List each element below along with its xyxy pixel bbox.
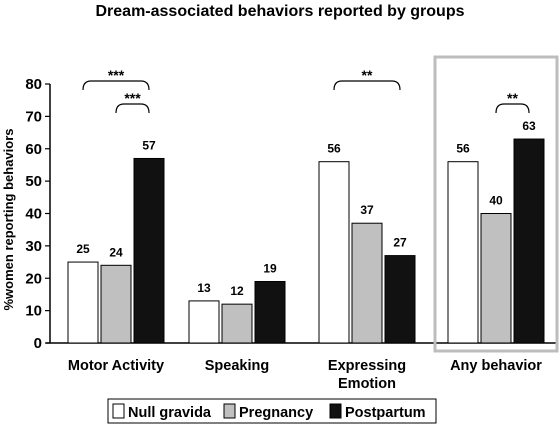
- y-tick-label: 10: [25, 303, 42, 320]
- data-label: 63: [522, 119, 536, 133]
- bar: [221, 303, 253, 344]
- data-label: 56: [456, 142, 470, 156]
- significance-bracket: [82, 80, 150, 91]
- legend-swatch: [112, 403, 125, 419]
- y-tick-label: 40: [25, 206, 42, 223]
- data-label: 56: [327, 142, 341, 156]
- bar: [100, 264, 132, 344]
- bar: [351, 222, 383, 344]
- chart-legend: Null gravida Pregnancy Postpartum: [107, 398, 437, 424]
- y-tick-label: 60: [25, 141, 42, 158]
- x-tick-label: Expressing: [328, 358, 406, 374]
- bar: [447, 161, 479, 344]
- bar: [254, 280, 286, 344]
- x-tick-label: Any behavior: [450, 358, 542, 374]
- significance-bracket: [495, 103, 530, 114]
- bar: [318, 161, 350, 344]
- data-label: 25: [76, 242, 90, 256]
- data-label: 24: [109, 245, 123, 259]
- y-axis-title: %women reporting behaviors: [1, 128, 16, 310]
- data-label: 27: [393, 236, 407, 250]
- significance-bracket: [333, 80, 401, 91]
- data-label: 12: [230, 284, 244, 298]
- bar: [67, 261, 99, 344]
- significance-stars: **: [362, 67, 373, 83]
- legend-frame: [107, 398, 437, 424]
- y-tick-label: 0: [34, 335, 42, 352]
- significance-stars: **: [507, 90, 518, 106]
- significance-stars: ***: [124, 90, 141, 106]
- x-tick-label: Motor Activity: [68, 358, 164, 374]
- data-label: 40: [489, 194, 503, 208]
- bar: [513, 138, 545, 344]
- legend-label: Null gravida: [128, 405, 212, 421]
- data-label: 19: [263, 261, 277, 275]
- data-label: 37: [360, 203, 374, 217]
- bar: [384, 255, 416, 344]
- y-tick-label: 70: [25, 108, 42, 125]
- significance-bracket: [115, 103, 150, 114]
- bar: [480, 213, 512, 344]
- y-tick-label: 30: [25, 238, 42, 255]
- bar: [133, 157, 165, 344]
- chart-axes: 0 10 20 30 40 50 60 70 80 %women reporting behavi…: [1, 55, 559, 392]
- legend-label: Postpartum: [345, 405, 426, 421]
- highlight-box: [433, 55, 559, 353]
- chart-title: Dream-associated behaviors reported by g…: [96, 3, 465, 20]
- y-tick-label: 50: [25, 173, 42, 190]
- x-tick-label: Speaking: [205, 358, 269, 374]
- x-tick-label: Emotion: [338, 376, 396, 392]
- y-tick-label: 80: [25, 76, 42, 93]
- chart-bars: 25 24 57 13 12 19 56 37 27 56 40 63: [67, 119, 545, 344]
- significance-stars: ***: [108, 67, 125, 83]
- legend-swatch: [329, 403, 342, 419]
- significance-brackets: **********: [82, 67, 530, 114]
- y-tick-label: 20: [25, 270, 42, 287]
- bar: [188, 300, 220, 344]
- data-label: 13: [197, 281, 211, 295]
- legend-label: Pregnancy: [239, 405, 313, 421]
- data-label: 57: [142, 138, 156, 152]
- legend-swatch: [223, 403, 236, 419]
